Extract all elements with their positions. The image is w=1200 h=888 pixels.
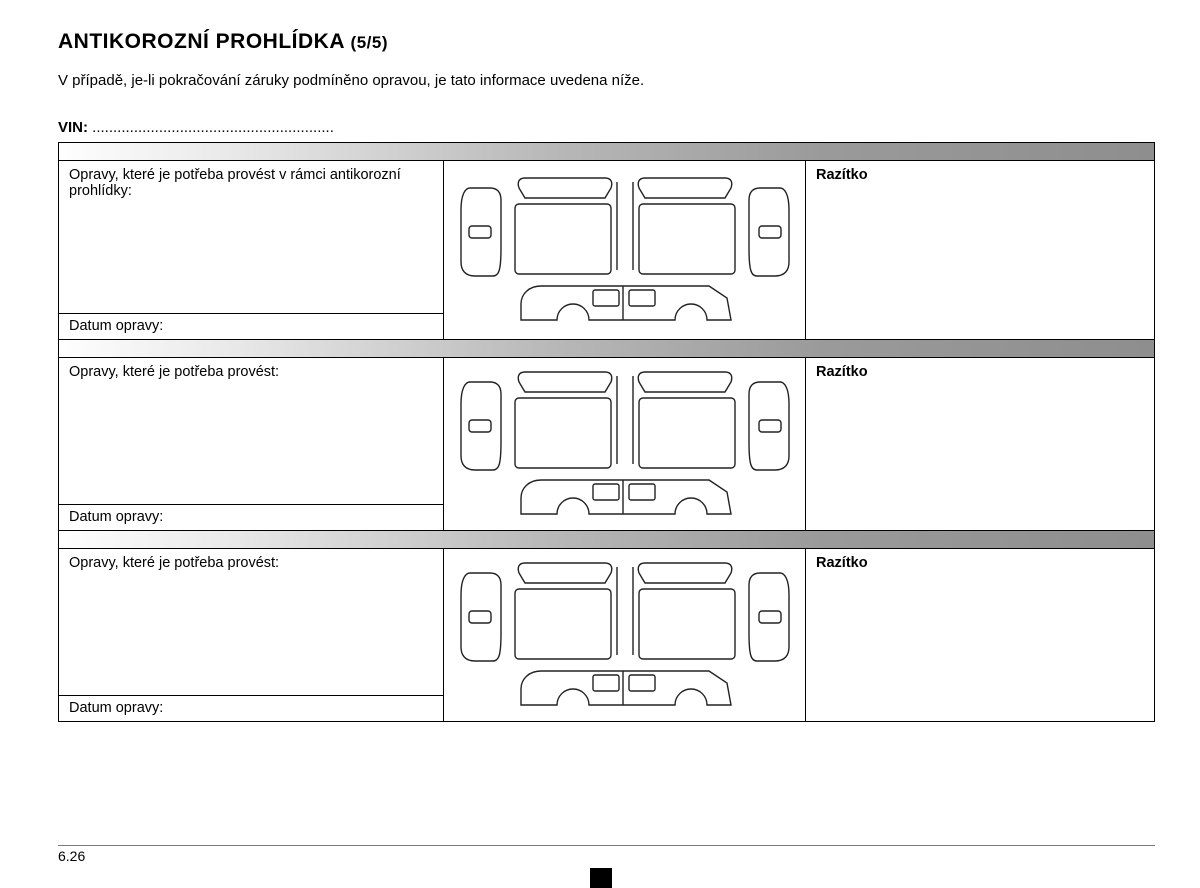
footer-divider	[58, 845, 1155, 846]
repairs-label: Opravy, které je potřeba provést:	[59, 358, 443, 505]
gradient-header-bar	[59, 143, 1154, 161]
block-row: Opravy, které je potřeba provést: Datum …	[59, 549, 1154, 721]
repair-date-label: Datum opravy:	[59, 505, 443, 530]
left-column: Opravy, které je potřeba provést: Datum …	[59, 549, 444, 721]
page: ANTIKOROZNÍ PROHLÍDKA (5/5) V případě, j…	[0, 0, 1200, 732]
inspection-block-1: Opravy, které je potřeba provést v rámci…	[58, 142, 1155, 340]
inspection-block-3: Opravy, které je potřeba provést: Datum …	[58, 531, 1155, 722]
title-main: ANTIKOROZNÍ PROHLÍDKA	[58, 30, 351, 53]
stamp-label: Razítko	[806, 161, 1154, 339]
vehicle-diagram-cell	[444, 358, 806, 530]
repair-date-label: Datum opravy:	[59, 314, 443, 339]
stamp-label: Razítko	[806, 549, 1154, 721]
block-row: Opravy, které je potřeba provést v rámci…	[59, 161, 1154, 339]
title-page-indicator: (5/5)	[351, 33, 388, 52]
vehicle-diagram-cell	[444, 161, 806, 339]
inspection-block-2: Opravy, které je potřeba provést: Datum …	[58, 340, 1155, 531]
bottom-black-tab	[590, 868, 612, 888]
page-number: 6.26	[58, 848, 85, 864]
gradient-header-bar	[59, 340, 1154, 358]
vin-fill-line: ........................................…	[92, 119, 334, 136]
repair-date-label: Datum opravy:	[59, 696, 443, 721]
vin-label: VIN:	[58, 119, 92, 136]
left-column: Opravy, které je potřeba provést: Datum …	[59, 358, 444, 530]
intro-text: V případě, je-li pokračování záruky podm…	[58, 72, 1155, 89]
repairs-label: Opravy, které je potřeba provést:	[59, 549, 443, 696]
vehicle-unfold-diagram	[455, 364, 795, 524]
vehicle-unfold-diagram	[455, 170, 795, 330]
vehicle-unfold-diagram	[455, 555, 795, 715]
stamp-label: Razítko	[806, 358, 1154, 530]
left-column: Opravy, které je potřeba provést v rámci…	[59, 161, 444, 339]
repairs-label: Opravy, které je potřeba provést v rámci…	[59, 161, 443, 314]
page-title: ANTIKOROZNÍ PROHLÍDKA (5/5)	[58, 30, 1155, 54]
vehicle-diagram-cell	[444, 549, 806, 721]
gradient-header-bar	[59, 531, 1154, 549]
block-row: Opravy, které je potřeba provést: Datum …	[59, 358, 1154, 530]
vin-row: VIN: ...................................…	[58, 119, 1155, 136]
